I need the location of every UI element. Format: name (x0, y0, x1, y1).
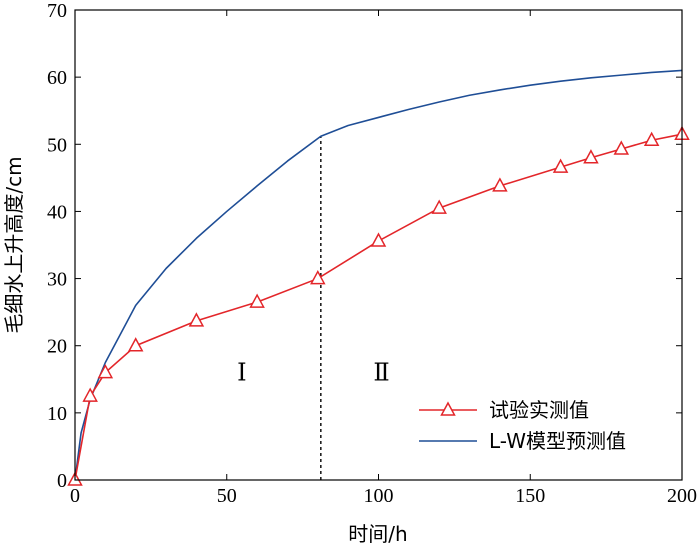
series-point-measured (583, 149, 599, 164)
y-tick-label: 40 (47, 201, 67, 223)
x-tick-label: 0 (70, 485, 80, 507)
legend-marker-measured (440, 401, 456, 416)
x-tick-label: 50 (217, 485, 237, 507)
y-tick-label: 30 (47, 269, 67, 291)
series-point-measured (188, 312, 205, 327)
series-point-measured (127, 337, 144, 352)
x-tick-label: 150 (515, 485, 545, 507)
y-tick-label: 50 (47, 134, 67, 156)
region-label-1: Ⅰ (237, 361, 246, 387)
plot-frame (74, 9, 683, 481)
series-point-measured (613, 140, 630, 155)
series-point-measured (552, 158, 569, 173)
series-line-model (74, 69, 683, 481)
legend-label-measured: 试验实测值 (489, 398, 589, 422)
series-point-measured (431, 199, 447, 214)
series-point-measured (492, 177, 508, 192)
series-point-measured (643, 131, 660, 147)
series-point-measured (370, 232, 387, 247)
ticks-layer: 0 50 100 150 200 0 10 20 30 40 50 60 70 (47, 0, 697, 507)
legend-label-model: L-W模型预测值 (489, 429, 626, 453)
y-tick-label: 70 (47, 0, 67, 22)
series-point-measured (310, 269, 326, 285)
y-tick-label: 0 (57, 470, 67, 492)
x-tick-label: 200 (667, 485, 697, 507)
legend: 试验实测值 L-W模型预测值 (419, 398, 626, 453)
y-tick-label: 20 (47, 336, 67, 358)
series-point-measured (249, 293, 265, 308)
series-point-measured (82, 387, 98, 402)
y-tick-label: 60 (47, 67, 67, 89)
region-label-2: Ⅱ (373, 361, 389, 387)
x-tick-label: 100 (364, 485, 394, 507)
x-axis-title: 时间/h (348, 522, 407, 546)
series-point-measured (97, 363, 114, 379)
y-axis-title: 毛细水上升高度/cm (2, 156, 26, 333)
series-layer (67, 69, 690, 486)
y-tick-label: 10 (47, 403, 67, 425)
